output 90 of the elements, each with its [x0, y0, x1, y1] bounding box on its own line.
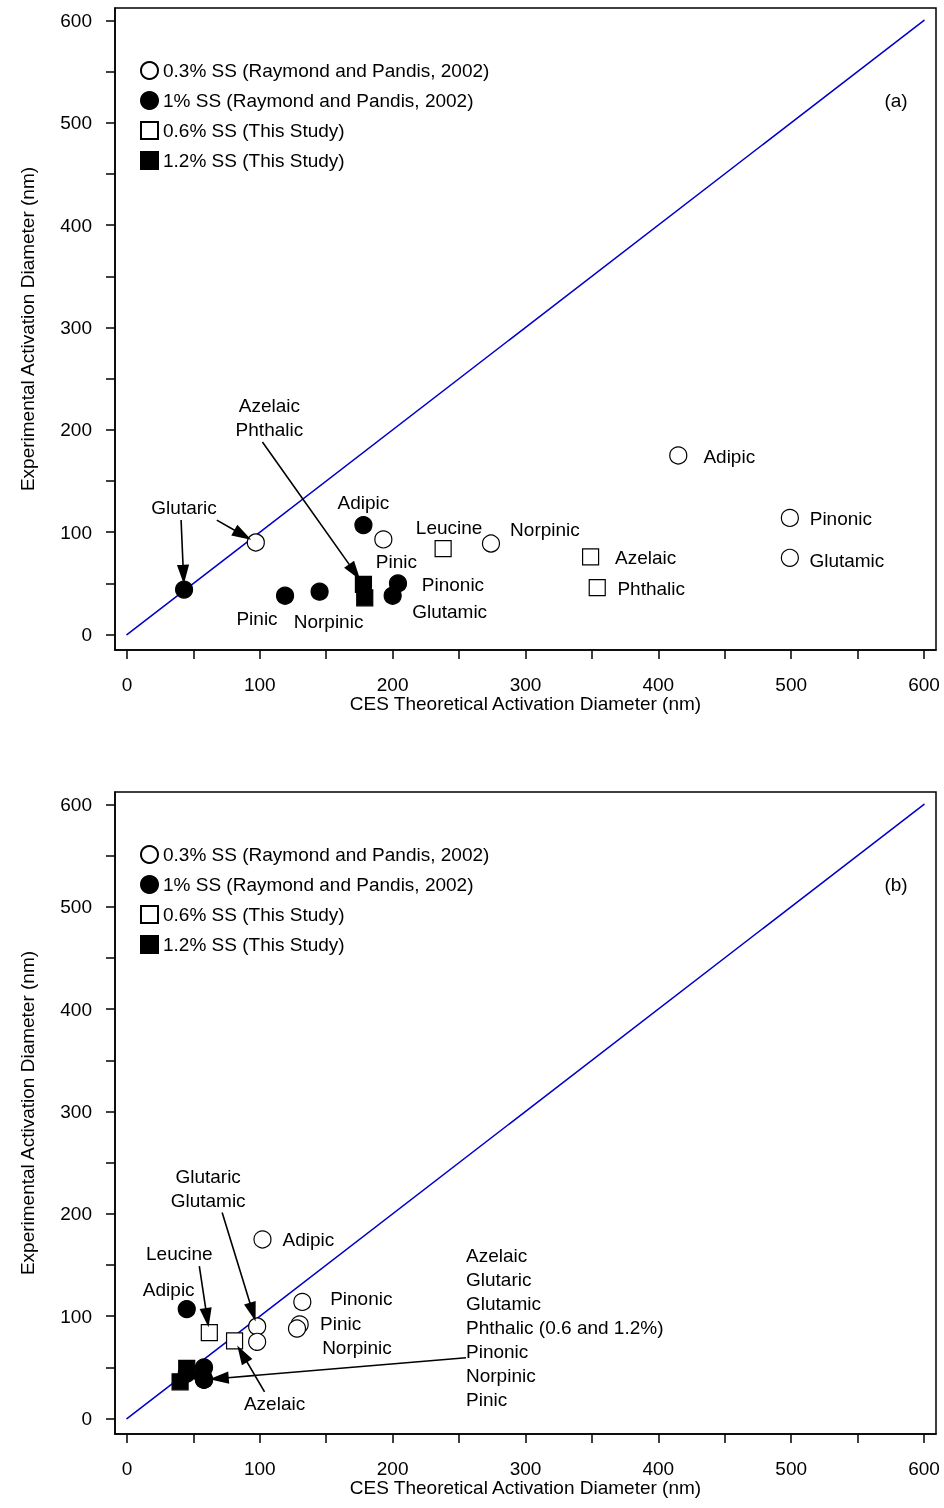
- y-tick-label: 300: [60, 316, 92, 338]
- x-tick-label: 100: [243, 673, 276, 695]
- y-tick-label: 200: [60, 419, 92, 441]
- legend-label: 0.6% SS (This Study): [163, 904, 345, 925]
- x-tick-label: 0: [121, 673, 133, 695]
- annotation: Phthalic: [617, 578, 686, 600]
- point: [383, 586, 402, 605]
- legend-label: 1% SS (Raymond and Pandis, 2002): [163, 90, 474, 111]
- annotation: Glutamic: [412, 601, 488, 623]
- point: [434, 540, 452, 558]
- point: [374, 530, 393, 549]
- point: [356, 589, 374, 607]
- legend-label: 0.6% SS (This Study): [163, 120, 345, 141]
- x-tick-label: 400: [642, 673, 675, 695]
- point: [200, 1324, 218, 1342]
- annotation: Adipic: [337, 491, 390, 513]
- point: [246, 533, 265, 552]
- x-tick-label: 400: [642, 1457, 675, 1479]
- annotation: Norpinic: [322, 1337, 392, 1359]
- x-axis-title: CES Theoretical Activation Diameter (nm): [349, 693, 702, 714]
- annotation: Pinic: [375, 550, 417, 572]
- point: [780, 548, 799, 567]
- x-tick-label: 500: [775, 673, 808, 695]
- point: [253, 1230, 272, 1249]
- point: [225, 1332, 244, 1350]
- legend-label: 0.3% SS (Raymond and Pandis, 2002): [163, 60, 490, 81]
- point: [780, 508, 799, 528]
- point: [293, 1292, 312, 1312]
- annotation: Pinic: [320, 1312, 362, 1334]
- annotation: (a): [884, 89, 908, 111]
- x-axis-title: CES Theoretical Activation Diameter (nm): [349, 1477, 702, 1498]
- annotation: Glutamic: [809, 550, 885, 572]
- legend-label: 0.3% SS (Raymond and Pandis, 2002): [163, 844, 490, 865]
- x-tick-label: 600: [908, 673, 940, 695]
- y-tick-label: 400: [60, 998, 92, 1020]
- point: [669, 446, 688, 465]
- point: [177, 1299, 196, 1319]
- y-axis-title: Experimental Activation Diameter (nm): [17, 166, 38, 492]
- y-tick-label: 100: [60, 1305, 92, 1327]
- point: [275, 586, 295, 605]
- y-tick-label: 0: [81, 624, 92, 646]
- annotation: Adipic: [703, 445, 756, 467]
- y-tick-label: 500: [60, 896, 92, 918]
- annotation: Azelaic Glutaric Glutamic Phthalic (0.6 and 1.2%) Pinonic Norpinic Pinic: [466, 1245, 664, 1411]
- annotation: Glutaric: [151, 497, 217, 519]
- annotation: Azelaic: [243, 1393, 306, 1415]
- y-tick-label: 100: [60, 521, 92, 543]
- x-tick-label: 200: [376, 673, 409, 695]
- point: [287, 1319, 307, 1338]
- x-tick-label: 300: [509, 1457, 542, 1479]
- legend-label: 1.2% SS (This Study): [163, 934, 345, 955]
- annotation: Azelaic: [614, 547, 677, 569]
- y-tick-label: 0: [81, 1408, 92, 1430]
- annotation: Pinonic: [421, 573, 485, 595]
- annotation: Adipic: [142, 1278, 195, 1300]
- y-tick-label: 500: [60, 112, 92, 134]
- x-tick-label: 500: [775, 1457, 808, 1479]
- x-tick-label: 0: [121, 1457, 133, 1479]
- annotation: Norpinic: [510, 519, 580, 541]
- annotation: Azelaic Phthalic: [235, 394, 304, 440]
- x-tick-label: 200: [376, 1457, 409, 1479]
- y-tick-label: 600: [60, 793, 92, 815]
- annotation: Pinic: [236, 608, 278, 630]
- annotation: Norpinic: [293, 611, 364, 633]
- annotation: Leucine: [146, 1243, 213, 1265]
- point: [310, 582, 329, 601]
- annotation: Pinonic: [330, 1288, 393, 1310]
- annotation: Leucine: [415, 517, 483, 539]
- x-tick-label: 300: [509, 673, 542, 695]
- annotation: Pinonic: [809, 508, 873, 530]
- y-tick-label: 200: [60, 1203, 92, 1225]
- annotation: Adipic: [282, 1228, 335, 1250]
- annotation: (b): [884, 873, 908, 895]
- x-tick-label: 100: [243, 1457, 276, 1479]
- point: [354, 515, 373, 535]
- x-tick-label: 600: [908, 1457, 940, 1479]
- y-axis-title: Experimental Activation Diameter (nm): [17, 950, 38, 1276]
- point: [248, 1332, 267, 1351]
- y-tick-label: 600: [60, 9, 92, 31]
- legend-label: 1% SS (Raymond and Pandis, 2002): [163, 874, 474, 895]
- point: [171, 1373, 189, 1391]
- point: [248, 1317, 267, 1336]
- point: [175, 580, 194, 599]
- point: [588, 578, 606, 597]
- annotation: Glutaric Glutamic: [170, 1165, 246, 1211]
- y-tick-label: 400: [60, 214, 92, 236]
- legend-label: 1.2% SS (This Study): [163, 150, 345, 171]
- point: [582, 548, 600, 566]
- point: [481, 534, 501, 553]
- y-tick-label: 300: [60, 1100, 92, 1122]
